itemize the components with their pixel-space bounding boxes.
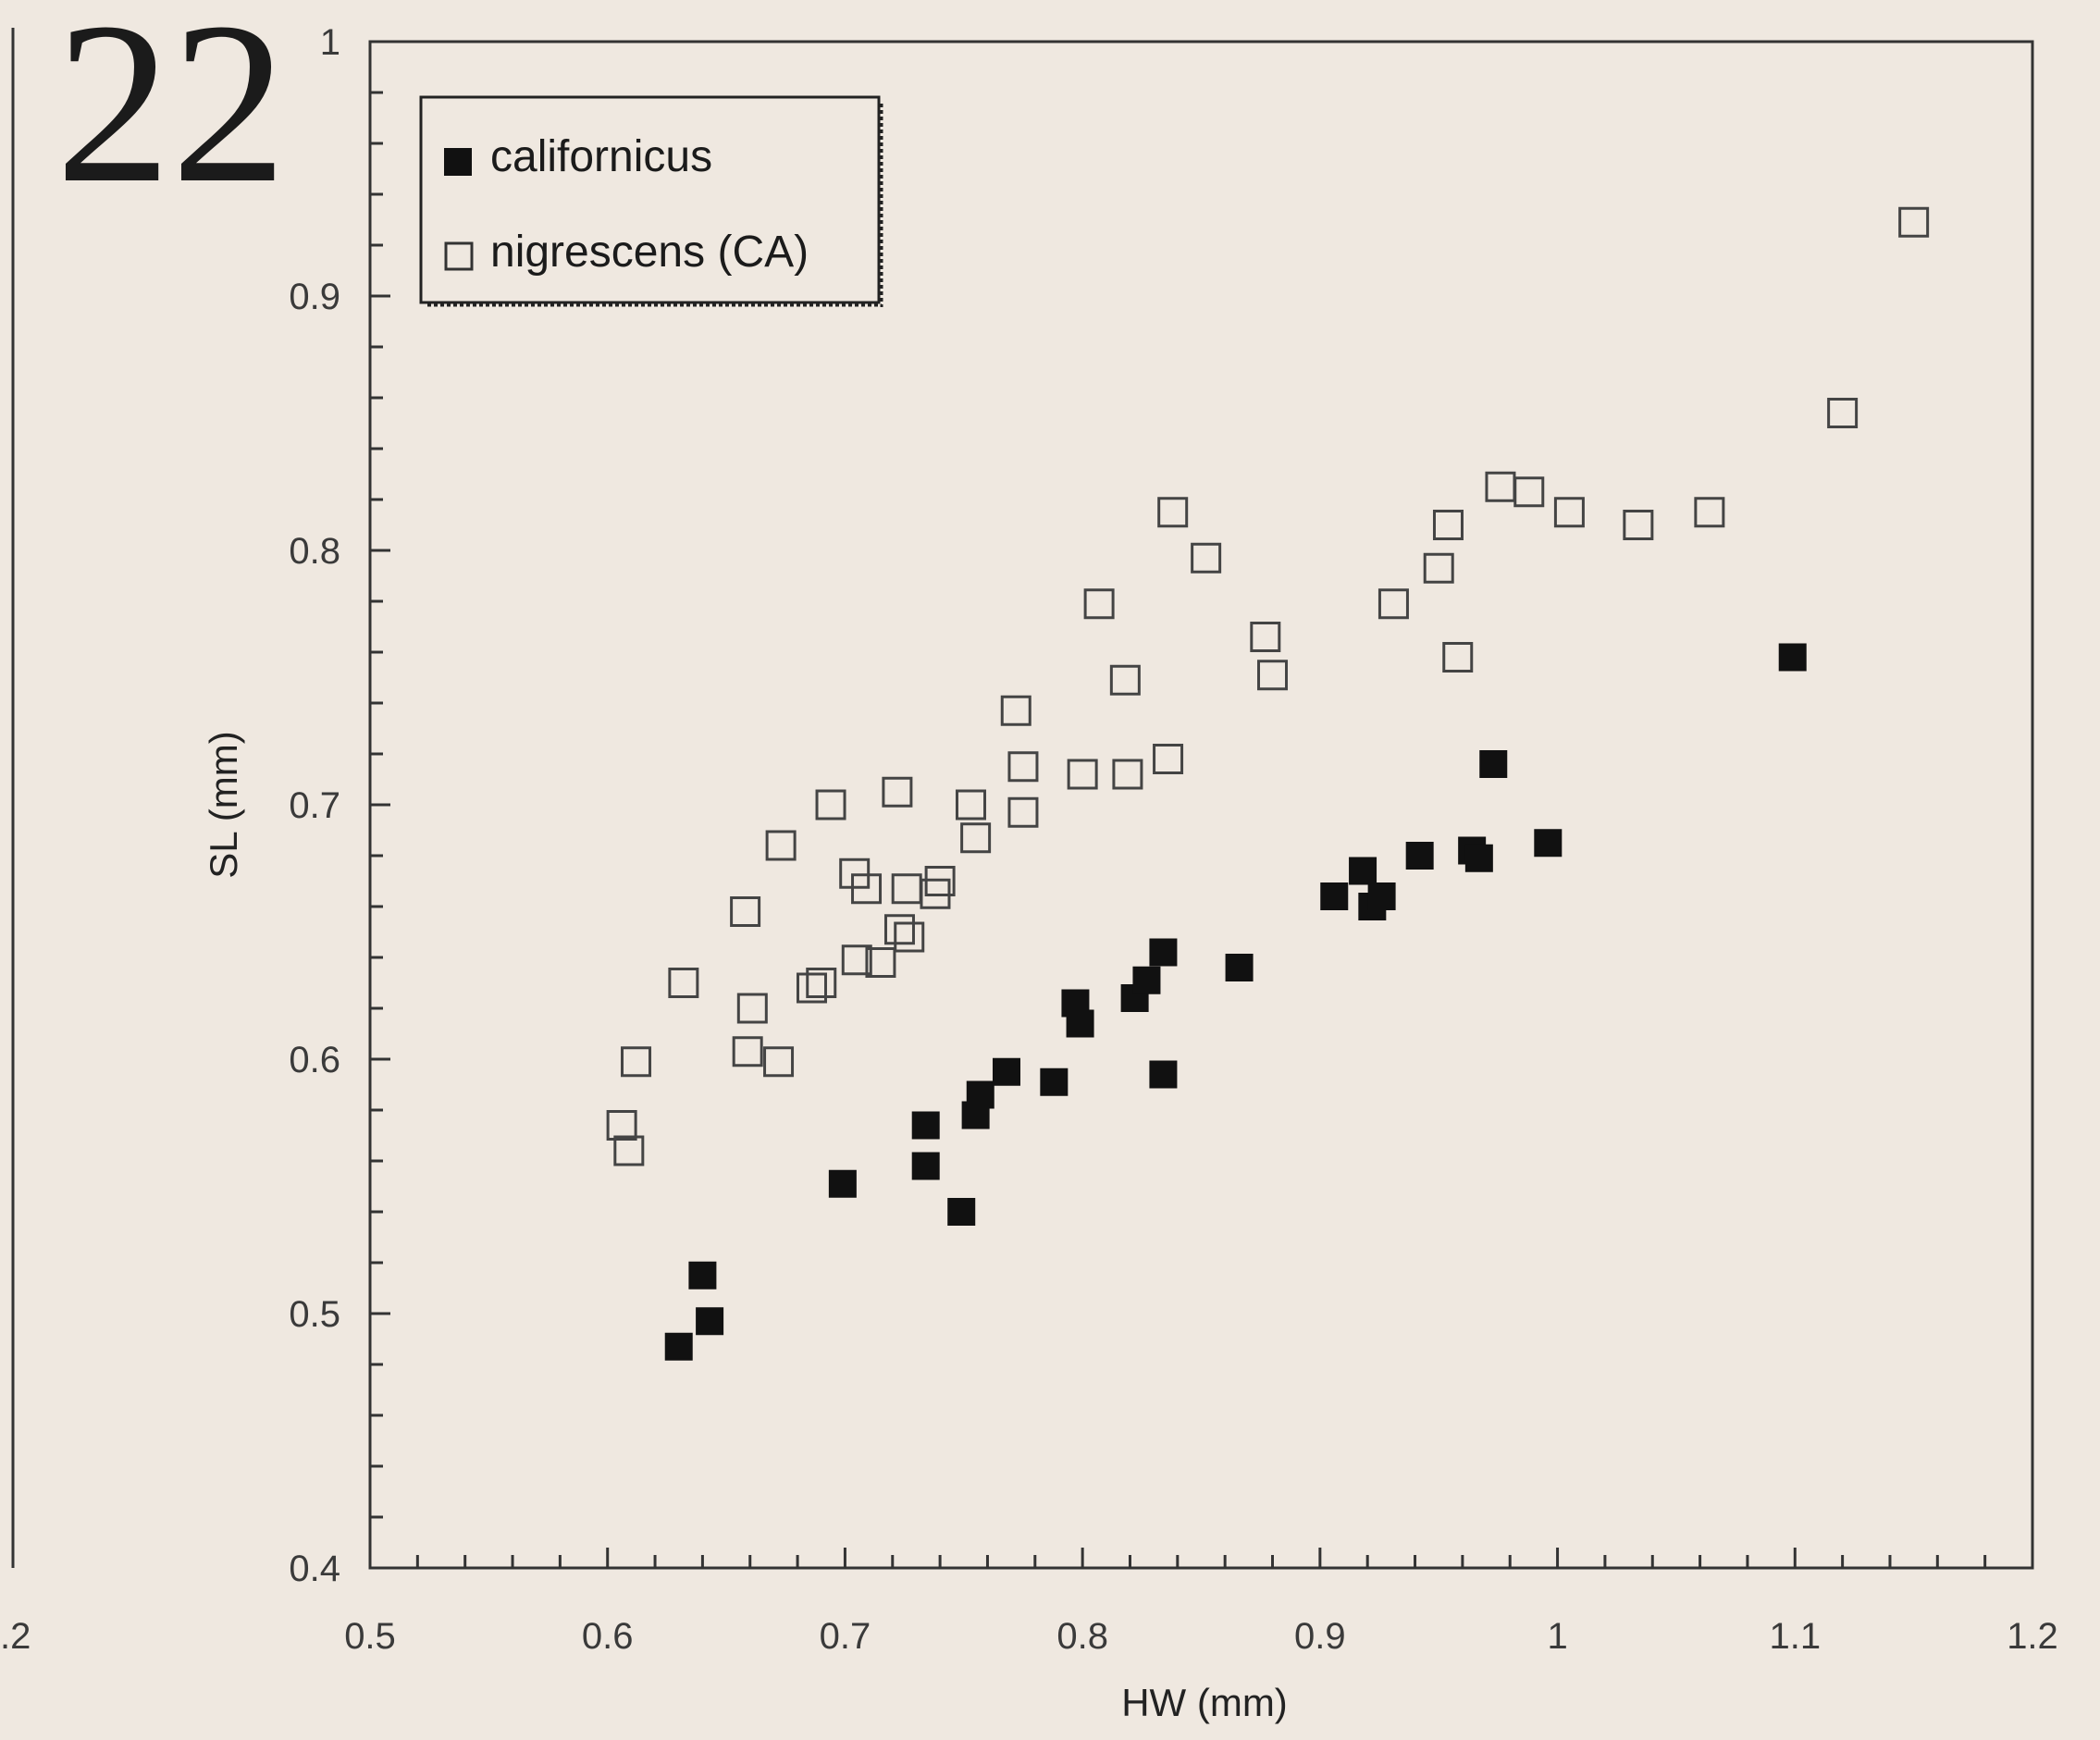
point-californicus (1132, 966, 1161, 994)
x-tick-label: 0.7 (820, 1616, 871, 1657)
legend-label-californicus: californicus (490, 132, 712, 181)
point-nigrescens (924, 866, 956, 896)
point-nigrescens (1007, 796, 1039, 828)
y-axis-title: SL (mm) (202, 731, 245, 878)
point-californicus (992, 1057, 1020, 1086)
point-californicus (1349, 857, 1377, 885)
point-californicus (1320, 882, 1349, 910)
point-californicus (966, 1080, 994, 1109)
point-nigrescens (1694, 497, 1725, 528)
data-points (606, 206, 1930, 1361)
point-nigrescens (806, 968, 837, 998)
point-californicus (1149, 1060, 1178, 1089)
point-nigrescens (1485, 471, 1516, 502)
y-tick-label: 0.4 (289, 1549, 340, 1589)
point-nigrescens (1112, 759, 1143, 790)
point-nigrescens (883, 914, 915, 945)
point-californicus (664, 1332, 693, 1361)
point-nigrescens (613, 1135, 645, 1166)
legend-marker-californicus (444, 148, 472, 176)
legend-frame (419, 95, 881, 304)
point-nigrescens (765, 830, 797, 861)
series-californicus (664, 643, 1807, 1361)
point-californicus (688, 1261, 717, 1290)
point-nigrescens (732, 1036, 763, 1067)
point-californicus (911, 1152, 940, 1180)
point-californicus (1778, 643, 1807, 672)
point-californicus (947, 1198, 976, 1226)
point-nigrescens (668, 968, 699, 998)
figure-number: 22 (56, 0, 287, 231)
point-nigrescens (960, 822, 992, 854)
x-tick-label: 0.6 (582, 1616, 634, 1657)
point-nigrescens (894, 921, 925, 953)
point-nigrescens (1423, 552, 1454, 584)
point-californicus (1405, 842, 1434, 870)
y-tick-label: 0.8 (289, 531, 340, 572)
axis-tick-labels: 0.5 0.6 0.7 0.8 0.9 1 1.1 1.20.40.50.60.70.80.9… (289, 22, 2057, 1657)
legend: californicus nigrescens (CA) (419, 95, 883, 307)
point-nigrescens (1827, 398, 1859, 428)
y-tick-label: 0.5 (289, 1294, 340, 1335)
point-nigrescens (841, 944, 872, 976)
x-axis-title: HW (mm) (1121, 1681, 1288, 1724)
y-tick-label: 0.7 (289, 785, 340, 826)
point-nigrescens (1898, 206, 1930, 238)
point-nigrescens (1432, 510, 1464, 540)
point-californicus (1225, 954, 1254, 981)
point-californicus (828, 1169, 857, 1198)
point-nigrescens (736, 993, 768, 1024)
point-nigrescens (1083, 588, 1115, 620)
point-californicus (1040, 1067, 1069, 1096)
point-nigrescens (1067, 759, 1098, 790)
legend-marker-nigrescens (444, 241, 474, 271)
legend-label-nigrescens: nigrescens (CA) (490, 228, 809, 277)
point-nigrescens (763, 1046, 795, 1078)
x-tick-label: 1.1 (1769, 1616, 1821, 1657)
point-nigrescens (815, 789, 846, 821)
point-nigrescens (1191, 542, 1222, 574)
y-tick-label: 1 (320, 22, 340, 63)
point-nigrescens (730, 896, 761, 927)
left-panel-tick-label: .2 (0, 1616, 31, 1657)
point-californicus (1367, 882, 1396, 910)
point-nigrescens (621, 1046, 652, 1078)
x-tick-label: 0.9 (1294, 1616, 1346, 1657)
point-californicus (1149, 938, 1178, 967)
point-californicus (696, 1307, 724, 1336)
y-tick-label: 0.9 (289, 277, 340, 317)
point-nigrescens (1623, 510, 1654, 540)
point-nigrescens (1109, 664, 1141, 696)
point-nigrescens (1153, 744, 1184, 774)
point-nigrescens (1157, 497, 1189, 528)
point-nigrescens (1513, 476, 1545, 508)
axis-ticks (368, 40, 2034, 1570)
x-tick-label: 1 (1547, 1616, 1567, 1657)
point-californicus (1534, 829, 1563, 858)
point-nigrescens (796, 972, 827, 1004)
y-tick-label: 0.6 (289, 1040, 340, 1080)
point-nigrescens (1250, 622, 1281, 652)
point-nigrescens (955, 789, 986, 821)
point-nigrescens (1007, 751, 1039, 783)
x-tick-label: 0.8 (1056, 1616, 1108, 1657)
point-nigrescens (1000, 695, 1031, 726)
point-nigrescens (865, 947, 896, 978)
point-nigrescens (1553, 497, 1585, 528)
point-nigrescens (882, 776, 913, 808)
point-nigrescens (606, 1110, 637, 1141)
point-nigrescens (1442, 642, 1474, 673)
point-californicus (911, 1111, 940, 1140)
point-nigrescens (1377, 588, 1409, 620)
point-californicus (1066, 1009, 1094, 1038)
point-californicus (1479, 750, 1508, 778)
point-nigrescens (1257, 660, 1289, 691)
x-tick-label: 1.2 (2007, 1616, 2058, 1657)
point-nigrescens (891, 873, 922, 905)
x-tick-label: 0.5 (344, 1616, 396, 1657)
point-californicus (1464, 844, 1493, 872)
series-nigrescens (606, 206, 1930, 1166)
point-nigrescens (851, 873, 883, 905)
